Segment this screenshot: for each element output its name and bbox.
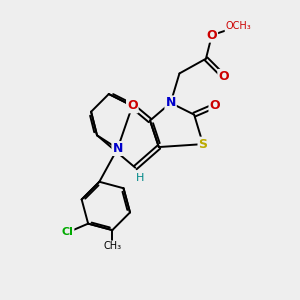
Text: O: O bbox=[127, 99, 138, 112]
Text: N: N bbox=[165, 96, 176, 110]
Text: N: N bbox=[112, 142, 123, 155]
Text: CH₃: CH₃ bbox=[103, 241, 122, 251]
Text: O: O bbox=[209, 99, 220, 112]
Text: O: O bbox=[218, 70, 229, 83]
Text: S: S bbox=[199, 138, 208, 151]
Text: Cl: Cl bbox=[61, 227, 74, 238]
Text: O: O bbox=[206, 29, 217, 42]
Text: OCH₃: OCH₃ bbox=[226, 21, 251, 31]
Text: H: H bbox=[136, 173, 144, 183]
